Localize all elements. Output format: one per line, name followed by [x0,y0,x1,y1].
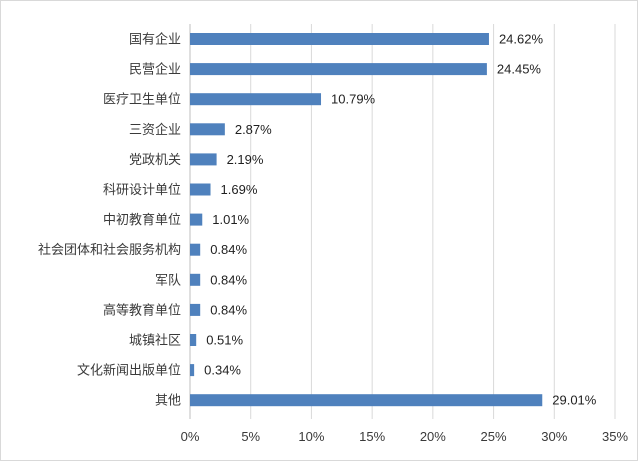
bar [190,123,225,136]
bar [190,183,211,196]
data-label: 24.45% [497,62,542,77]
x-tick-labels: 0% 5% 10% 15% 20% 25% 30% 35% [181,429,629,444]
category-label: 党政机关 [129,153,181,168]
category-label: 文化新闻出版单位 [77,363,181,379]
data-label: 24.62% [499,32,544,47]
value-labels: 24.62% 24.45% 10.79% 2.87% 2.19% 1.69% 1.01% 0.… [204,32,597,408]
x-tick-label: 25% [481,429,507,444]
x-tick-label: 0% [181,429,200,444]
x-tick-label: 30% [541,429,567,444]
bar [190,63,487,76]
bar [190,243,201,256]
category-label: 中初教育单位 [103,212,181,228]
data-label: 0.84% [210,272,247,287]
bar [190,334,197,346]
bar [190,33,489,45]
category-label: 科研设计单位 [103,183,181,198]
x-tick-label: 15% [359,429,385,444]
x-tick-label: 10% [298,429,324,444]
data-label: 29.01% [552,393,597,408]
category-label: 民营企业 [129,62,181,78]
category-labels: 国有企业民营企业医疗卫生单位三资企业党政机关科研设计单位中初教育单位社会团体和社… [38,32,181,409]
x-tick-label: 20% [420,429,446,444]
category-label: 其他 [155,394,181,409]
bar [190,153,217,166]
x-tick-label: 5% [241,429,260,444]
category-label: 国有企业 [129,32,181,48]
bar [190,394,543,407]
data-label: 1.01% [212,212,249,227]
data-label: 0.84% [210,302,247,317]
bar [190,303,201,316]
data-label: 2.87% [235,122,272,137]
category-label: 三资企业 [129,122,181,138]
bar [190,273,201,286]
bar [190,364,195,377]
data-label: 10.79% [331,92,376,107]
category-label: 社会团体和社会服务机构 [38,242,181,258]
data-label: 1.69% [221,182,258,197]
data-label: 0.34% [204,363,241,378]
bars [190,33,543,407]
gridlines [189,24,616,419]
category-label: 城镇社区 [129,333,181,349]
category-label: 高等教育单位 [103,302,181,318]
data-label: 0.51% [206,333,243,348]
bar [190,93,322,106]
data-label: 0.84% [210,242,247,257]
data-label: 2.19% [227,152,264,167]
bar [190,213,203,226]
category-label: 医疗卫生单位 [103,93,181,108]
category-label: 军队 [155,273,181,288]
x-tick-label: 35% [602,429,628,444]
